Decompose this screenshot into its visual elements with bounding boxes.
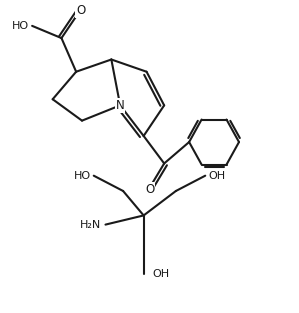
Text: O: O <box>145 183 154 196</box>
Text: HO: HO <box>74 171 91 181</box>
Text: HO: HO <box>12 21 29 31</box>
Text: OH: OH <box>208 171 225 181</box>
Text: N: N <box>116 99 124 112</box>
Text: H₂N: H₂N <box>80 220 101 230</box>
Text: O: O <box>76 4 85 17</box>
Text: OH: OH <box>152 269 170 279</box>
